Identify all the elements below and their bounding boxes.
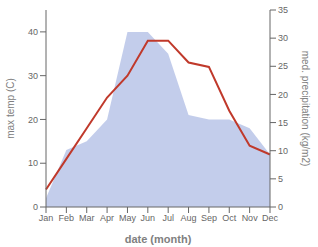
svg-text:35: 35 — [278, 5, 288, 15]
svg-text:med. precipitation (kg/m2): med. precipitation (kg/m2) — [300, 51, 310, 167]
svg-text:20: 20 — [278, 90, 288, 100]
svg-text:Oct: Oct — [222, 213, 237, 223]
svg-text:Sep: Sep — [201, 213, 217, 223]
svg-text:Nov: Nov — [242, 213, 259, 223]
svg-text:date (month): date (month) — [125, 233, 192, 245]
svg-text:10: 10 — [28, 158, 38, 168]
svg-text:Apr: Apr — [100, 213, 114, 223]
svg-text:Mar: Mar — [79, 213, 95, 223]
svg-text:40: 40 — [28, 27, 38, 37]
svg-text:30: 30 — [28, 71, 38, 81]
svg-text:0: 0 — [278, 202, 283, 212]
svg-text:20: 20 — [28, 115, 38, 125]
svg-text:Jun: Jun — [141, 213, 156, 223]
svg-text:15: 15 — [278, 118, 288, 128]
svg-text:May: May — [119, 213, 137, 223]
svg-text:Jan: Jan — [39, 213, 54, 223]
svg-text:10: 10 — [278, 146, 288, 156]
svg-text:25: 25 — [278, 61, 288, 71]
svg-text:Dec: Dec — [262, 213, 279, 223]
svg-text:5: 5 — [278, 174, 283, 184]
svg-text:0: 0 — [33, 202, 38, 212]
svg-text:Feb: Feb — [59, 213, 75, 223]
svg-text:Aug: Aug — [181, 213, 197, 223]
svg-text:30: 30 — [278, 33, 288, 43]
svg-text:Jul: Jul — [162, 213, 174, 223]
svg-text:max temp (C): max temp (C) — [8, 78, 16, 139]
